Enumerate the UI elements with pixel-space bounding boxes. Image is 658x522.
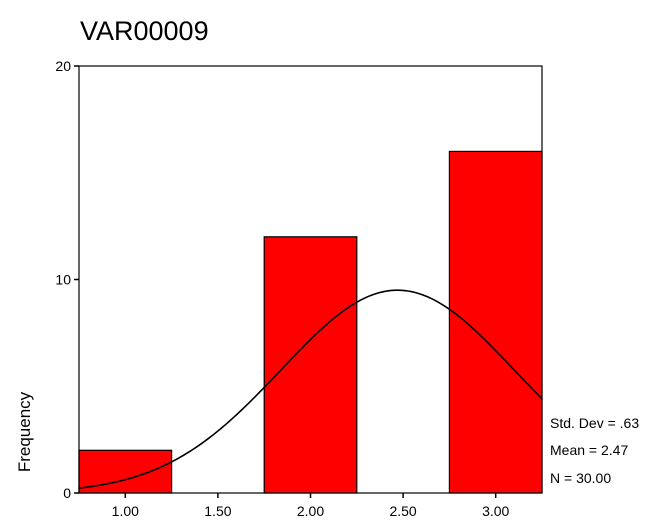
y-axis-label: Frequency bbox=[15, 391, 34, 472]
x-tick-label: 2.00 bbox=[297, 503, 324, 519]
y-tick-label: 0 bbox=[63, 485, 71, 501]
stat-mean: Mean = 2.47 bbox=[550, 442, 628, 458]
y-tick-label: 10 bbox=[55, 272, 71, 288]
bars-group bbox=[78, 150, 543, 494]
x-tick-label: 2.50 bbox=[389, 503, 416, 519]
x-axis: 1.00 1.50 2.00 2.50 3.00 bbox=[112, 493, 510, 519]
stat-n: N = 30.00 bbox=[550, 470, 611, 486]
y-tick-label: 20 bbox=[55, 58, 71, 74]
x-tick-label: 1.50 bbox=[204, 503, 231, 519]
chart-title: VAR00009 bbox=[80, 16, 209, 46]
y-axis: 0 10 20 bbox=[55, 58, 79, 501]
histogram-bar-3-00 bbox=[448, 150, 543, 494]
normal-curve bbox=[78, 289, 543, 489]
stat-std-dev: Std. Dev = .63 bbox=[550, 415, 639, 431]
histogram-bar-2-00 bbox=[263, 236, 358, 494]
x-tick-label: 1.00 bbox=[112, 503, 139, 519]
x-tick-label: 3.00 bbox=[482, 503, 509, 519]
